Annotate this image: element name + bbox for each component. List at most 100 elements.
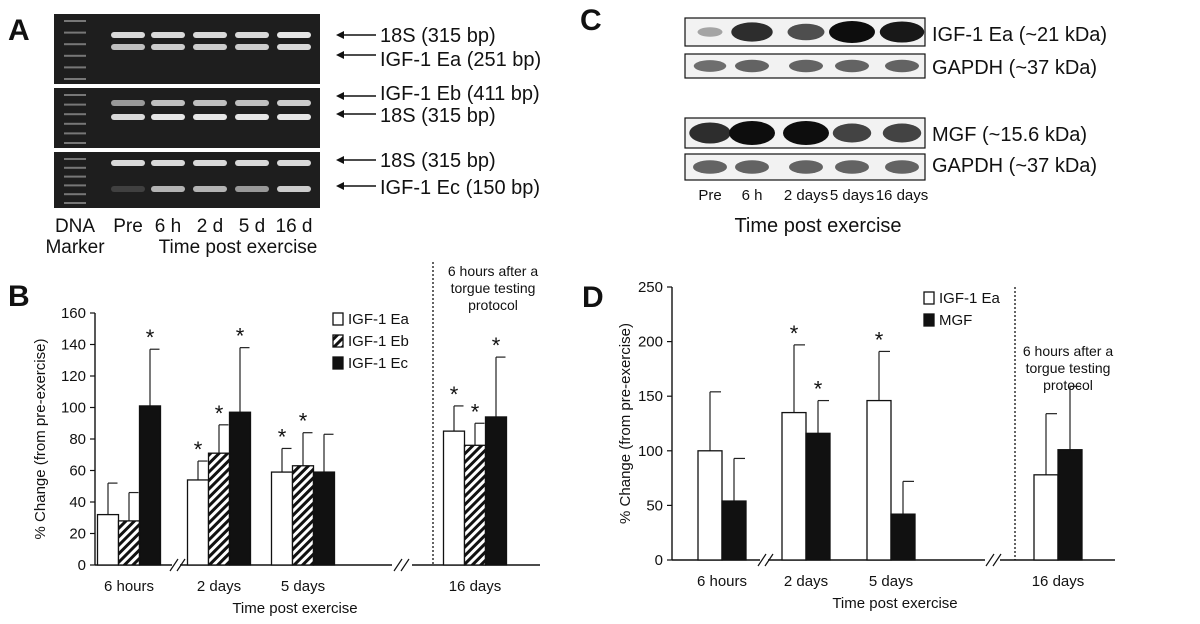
gel-band bbox=[277, 114, 311, 120]
bar bbox=[270, 471, 294, 566]
blot-band bbox=[789, 59, 823, 73]
category-label: 2 days bbox=[197, 578, 241, 595]
marker-ladder-band bbox=[64, 166, 86, 169]
gel-band bbox=[151, 160, 185, 166]
gel-band bbox=[193, 160, 227, 166]
bar bbox=[1033, 474, 1059, 561]
bar bbox=[117, 520, 141, 566]
y-tick-label: 40 bbox=[69, 494, 86, 511]
y-axis-label: % Change (from pre-exercise) bbox=[32, 339, 49, 540]
blot-band bbox=[835, 160, 869, 174]
gel-arrows bbox=[336, 31, 376, 190]
significance-marker: * bbox=[492, 333, 501, 358]
category-label: 6 hours bbox=[697, 573, 747, 590]
y-tick-label: 120 bbox=[61, 368, 86, 385]
blot-label-gapdh-2: GAPDH (~37 kDa) bbox=[932, 155, 1097, 177]
bar bbox=[866, 399, 892, 561]
marker-ladder-band bbox=[64, 113, 86, 116]
gel-band bbox=[151, 32, 185, 38]
legend-swatch bbox=[332, 334, 344, 348]
blot-band bbox=[693, 60, 727, 72]
marker-ladder-band bbox=[64, 158, 86, 160]
legend-label: MGF bbox=[939, 312, 972, 329]
protocol-annotation-line: torgue testing bbox=[1026, 360, 1111, 376]
bar bbox=[1057, 449, 1083, 561]
significance-marker: * bbox=[814, 377, 823, 402]
lane-label-16d: 16 d bbox=[276, 216, 313, 237]
gel-axis-label: Time post exercise bbox=[159, 237, 318, 258]
gel-band bbox=[277, 186, 311, 192]
lane-label-5d: 5 d bbox=[239, 216, 265, 237]
significance-marker: * bbox=[215, 401, 224, 426]
legend-label: IGF-1 Ea bbox=[939, 290, 1001, 307]
protocol-annotation-line: torgue testing bbox=[451, 280, 536, 296]
gel-row-3 bbox=[54, 152, 320, 208]
gel-band bbox=[235, 114, 269, 120]
gel-band bbox=[235, 100, 269, 106]
marker-ladder-band bbox=[64, 43, 86, 46]
gel-band bbox=[151, 44, 185, 50]
gel-band bbox=[193, 186, 227, 192]
blot-band bbox=[789, 160, 823, 174]
bar bbox=[442, 430, 466, 566]
marker-ladder-band bbox=[64, 78, 86, 80]
gel-band bbox=[277, 100, 311, 106]
axis-break bbox=[757, 553, 774, 567]
blot-label-gapdh-1: GAPDH (~37 kDa) bbox=[932, 57, 1097, 79]
y-tick-label: 140 bbox=[61, 337, 86, 354]
blot-band bbox=[829, 21, 875, 43]
blot-axis-label: Time post exercise bbox=[734, 215, 901, 237]
y-tick-label: 50 bbox=[646, 497, 663, 514]
chart-b: 0 20 40 60 80 100 120 140 160 % Change (from pre-… bbox=[32, 262, 540, 617]
category-label: 5 days bbox=[281, 578, 325, 595]
blot-lane-pre: Pre bbox=[698, 187, 721, 204]
panel-a-gel: 18S (315 bp) IGF-1 Ea (251 bp) IGF-1 Eb … bbox=[45, 14, 541, 258]
band-label-igf1-ea: IGF-1 Ea (251 bp) bbox=[380, 49, 541, 71]
legend-swatch bbox=[332, 356, 344, 370]
y-tick-label: 250 bbox=[638, 279, 663, 296]
marker-ladder-band bbox=[64, 103, 86, 106]
blot-images bbox=[684, 17, 926, 181]
gel-band bbox=[111, 100, 145, 106]
bar bbox=[463, 444, 487, 566]
arrow-head bbox=[336, 110, 344, 118]
gel-band bbox=[111, 186, 145, 192]
legend-label: IGF-1 Ea bbox=[348, 311, 410, 328]
blot-band bbox=[787, 23, 825, 41]
y-tick-label: 0 bbox=[78, 557, 86, 574]
marker-ladder-band bbox=[64, 132, 86, 135]
blot-band bbox=[879, 21, 925, 43]
significance-marker: * bbox=[875, 327, 884, 352]
gel-band bbox=[111, 44, 145, 50]
gel-band bbox=[111, 114, 145, 120]
legend-swatch bbox=[923, 291, 935, 305]
gel-band bbox=[193, 114, 227, 120]
protocol-annotation-line: protocol bbox=[1043, 377, 1093, 393]
gel-band bbox=[111, 32, 145, 38]
bar bbox=[890, 513, 916, 561]
blot-band bbox=[885, 160, 919, 174]
significance-marker: * bbox=[146, 325, 155, 350]
significance-marker: * bbox=[278, 424, 287, 449]
blot-label-igf1-ea: IGF-1 Ea (~21 kDa) bbox=[932, 24, 1107, 46]
arrow-head bbox=[336, 92, 344, 100]
panel-label-a: A bbox=[8, 14, 30, 47]
arrow-head bbox=[336, 51, 344, 59]
marker-label-line1: DNA bbox=[55, 216, 95, 237]
legend-swatch bbox=[332, 312, 344, 326]
panel-label-b: B bbox=[8, 280, 30, 313]
blot-band bbox=[689, 122, 731, 144]
protocol-annotation-line: protocol bbox=[468, 297, 518, 313]
chart-d: 0 50 100 150 200 250 % Change (from pre-exerci… bbox=[617, 279, 1115, 612]
lane-label-2d: 2 d bbox=[197, 216, 223, 237]
band-label-igf1-eb: IGF-1 Eb (411 bp) bbox=[380, 83, 540, 105]
arrow-head bbox=[336, 182, 344, 190]
significance-marker: * bbox=[450, 382, 459, 407]
axis-break bbox=[169, 558, 186, 572]
blot-label-mgf: MGF (~15.6 kDa) bbox=[932, 124, 1087, 146]
blot-band bbox=[882, 123, 922, 143]
x-axis-label: Time post exercise bbox=[232, 600, 357, 617]
blot-band bbox=[693, 160, 727, 174]
gel-row-2 bbox=[54, 88, 320, 148]
